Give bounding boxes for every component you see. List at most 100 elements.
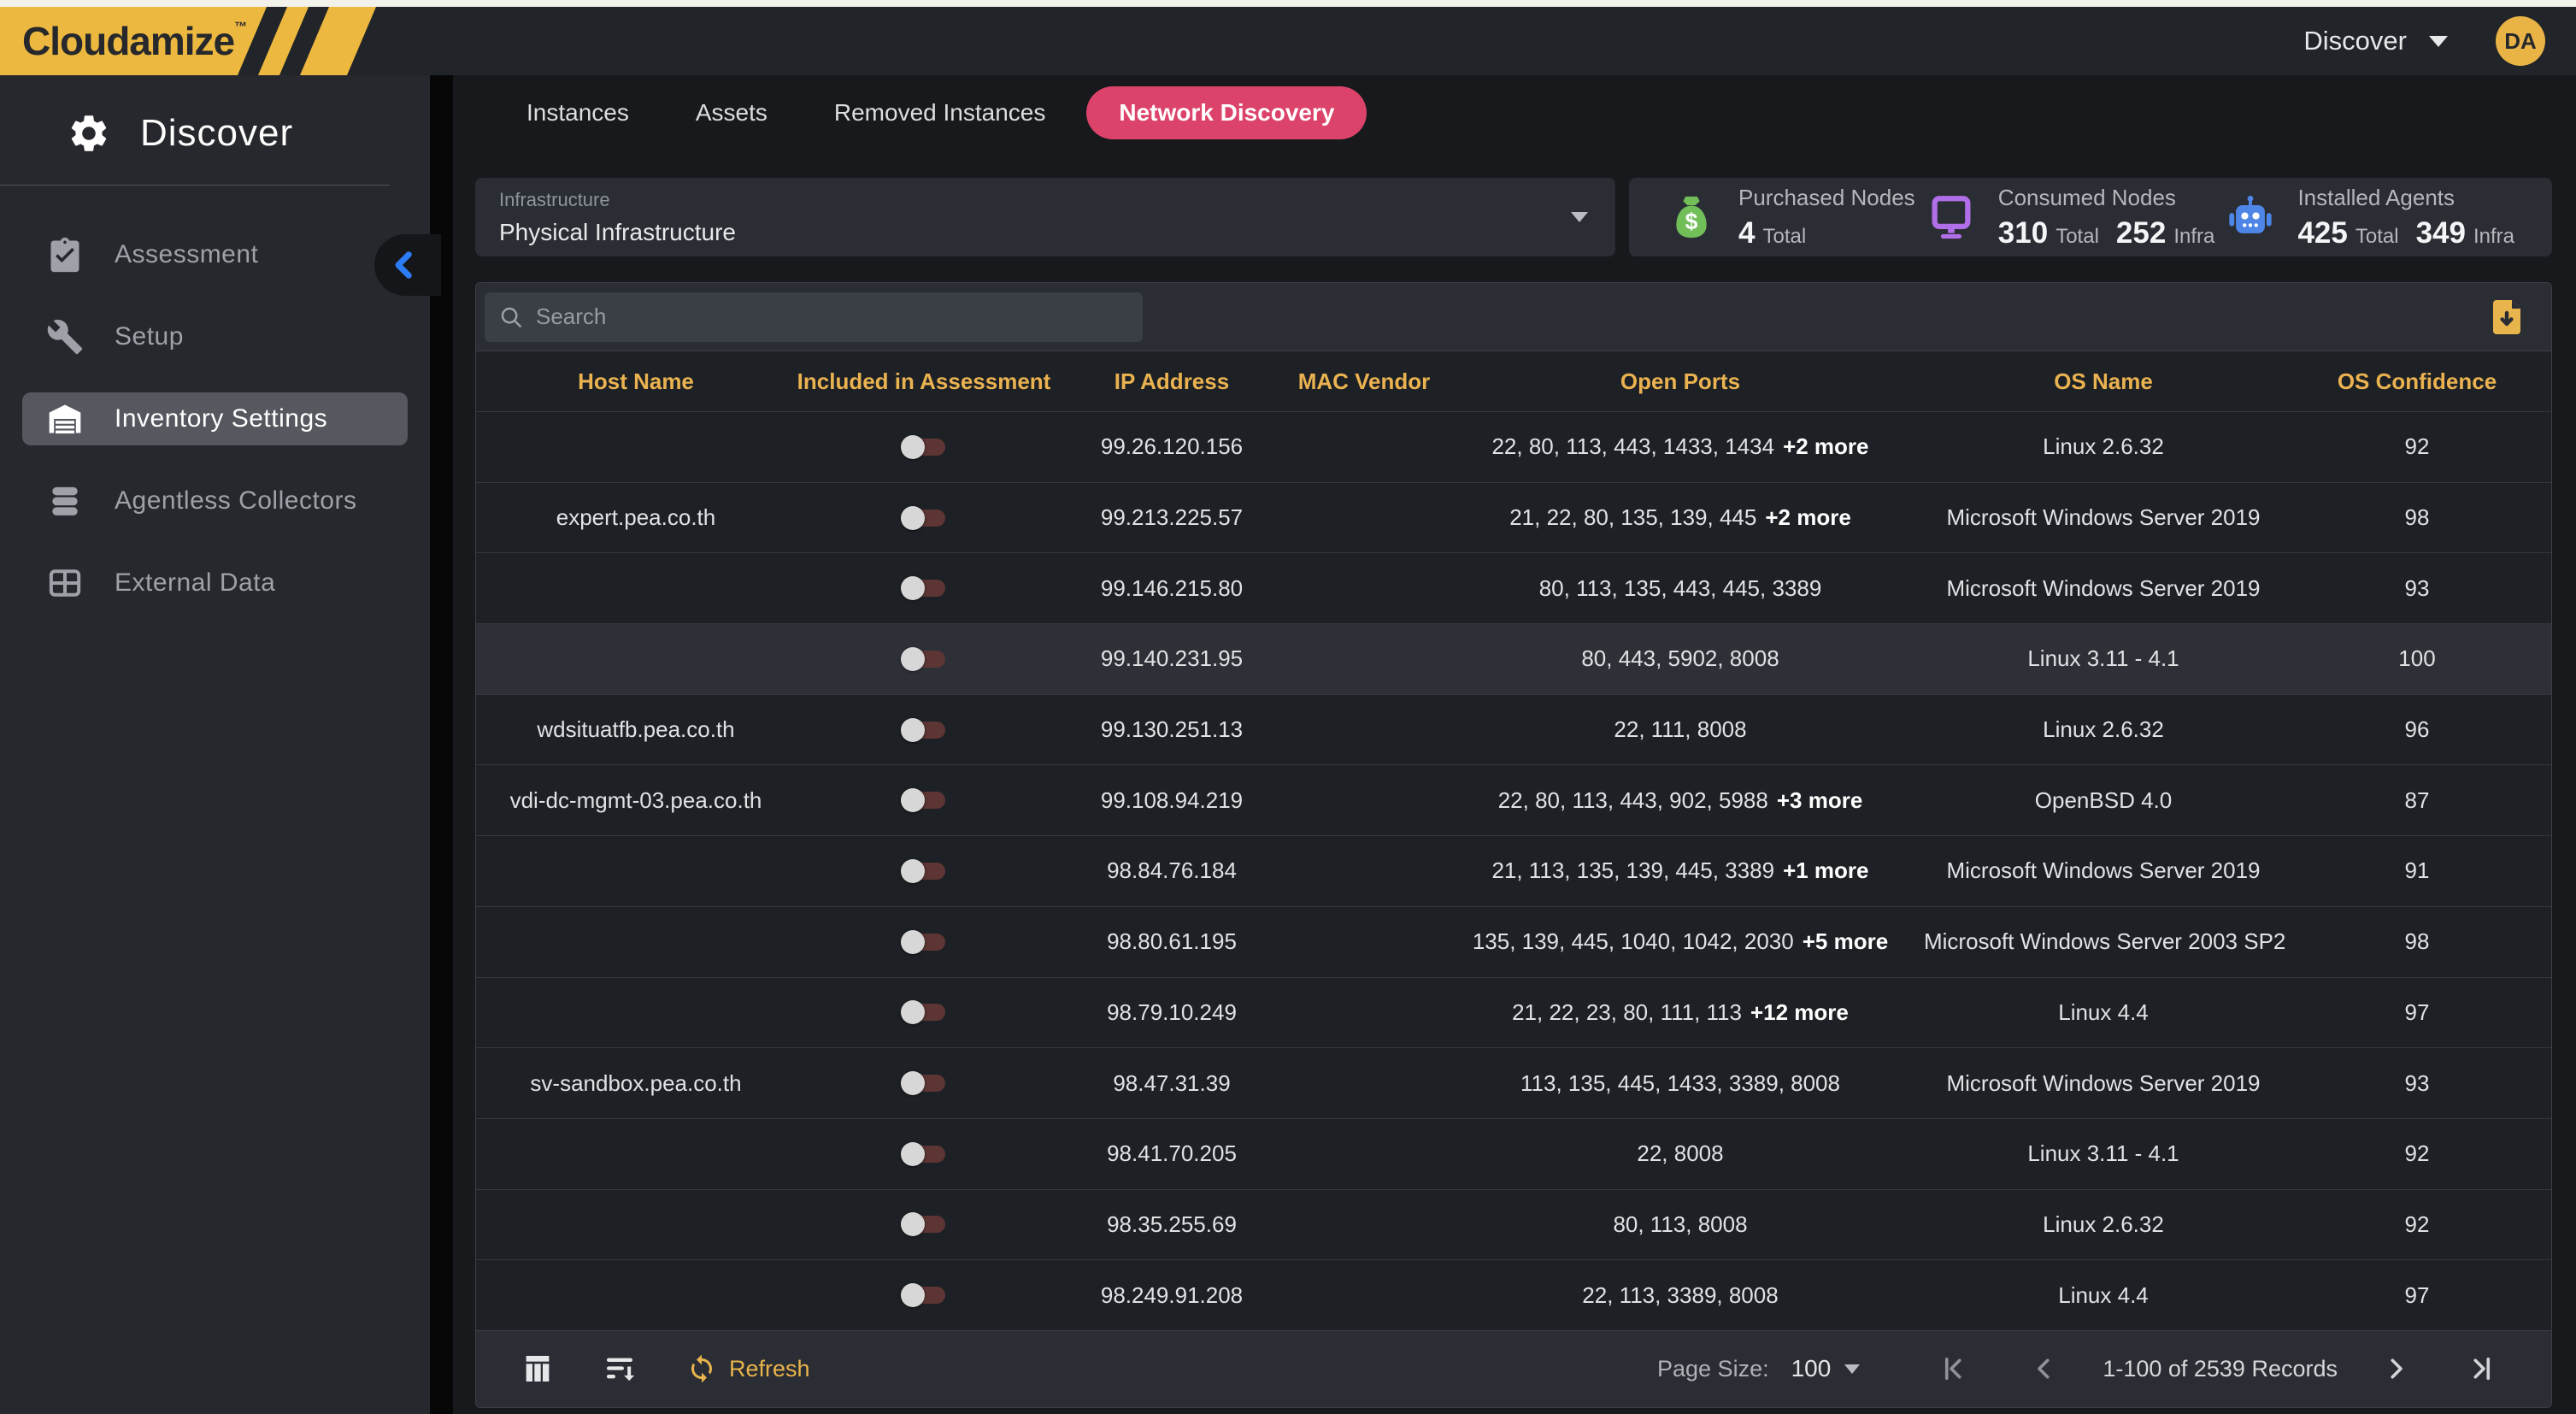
export-button[interactable]: [2486, 297, 2527, 338]
ports-list: 135, 139, 445, 1040, 1042, 2030: [1472, 928, 1794, 955]
included-toggle[interactable]: [901, 1282, 947, 1308]
infrastructure-select[interactable]: Infrastructure Physical Infrastructure: [475, 178, 1615, 256]
table-row[interactable]: 98.41.70.205 22, 8008 Linux 3.11 - 4.1 9…: [476, 1117, 2551, 1189]
table-row[interactable]: vdi-dc-mgmt-03.pea.co.th 99.108.94.219 2…: [476, 764, 2551, 835]
table-row[interactable]: 98.84.76.184 21, 113, 135, 139, 445, 338…: [476, 835, 2551, 906]
included-toggle[interactable]: [901, 1070, 947, 1096]
page-size-select[interactable]: 100: [1791, 1355, 1861, 1382]
included-toggle[interactable]: [901, 575, 947, 601]
column-header-open-ports[interactable]: Open Ports: [1620, 368, 1741, 394]
column-header-os-name[interactable]: OS Name: [2054, 368, 2153, 394]
ip-address-cell: 98.41.70.205: [1107, 1140, 1237, 1167]
search-input[interactable]: [536, 303, 1129, 330]
ports-list: 21, 22, 23, 80, 111, 113: [1512, 999, 1742, 1025]
tab-bar: Instances Assets Removed Instances Netwo…: [453, 85, 2576, 140]
more-ports-badge: +5 more: [1802, 928, 1889, 955]
table-row[interactable]: wdsituatfb.pea.co.th 99.130.251.13 22, 1…: [476, 693, 2551, 765]
previous-page-button[interactable]: [2029, 1353, 2060, 1384]
sidebar-item-setup[interactable]: Setup: [22, 310, 408, 363]
stat-purchased-nodes: $ Purchased Nodes 4 Total: [1667, 185, 1915, 250]
avatar[interactable]: DA: [2496, 16, 2545, 66]
stat-values: 425 Total 349 Infra: [2297, 216, 2514, 250]
included-toggle[interactable]: [901, 717, 947, 743]
stat-label: Consumed Nodes: [1997, 184, 2176, 210]
table-row[interactable]: expert.pea.co.th 99.213.225.57 21, 22, 8…: [476, 481, 2551, 553]
table-row[interactable]: 99.140.231.95 80, 443, 5902, 8008 Linux …: [476, 623, 2551, 694]
os-confidence-cell: 98: [2404, 928, 2430, 955]
more-ports-badge: +3 more: [1776, 787, 1863, 813]
cloudamize-logo[interactable]: Cloudamize™: [0, 7, 376, 75]
next-page-button[interactable]: [2380, 1353, 2411, 1384]
sidebar-item-agentless-collectors[interactable]: Agentless Collectors: [22, 474, 408, 527]
table-row[interactable]: 98.249.91.208 22, 113, 3389, 8008 Linux …: [476, 1259, 2551, 1330]
stat-infra: 349: [2415, 215, 2466, 250]
table-row[interactable]: 99.26.120.156 22, 80, 113, 443, 1433, 14…: [476, 411, 2551, 482]
first-page-icon: [1945, 1358, 1961, 1381]
table-row[interactable]: 98.79.10.249 21, 22, 23, 80, 111, 113 +12…: [476, 976, 2551, 1048]
column-settings-button[interactable]: [520, 1352, 555, 1386]
tab[interactable]: Assets: [695, 99, 768, 126]
os-name-cell: Linux 2.6.32: [2043, 716, 2164, 743]
tab[interactable]: Network Discovery: [1086, 86, 1367, 139]
column-header-included-in-assessment[interactable]: Included in Assessment: [797, 368, 1051, 394]
ports-list: 80, 443, 5902, 8008: [1581, 645, 1779, 672]
last-page-button[interactable]: [2466, 1353, 2497, 1384]
more-ports-badge: +1 more: [1783, 857, 1869, 884]
os-name-cell: Linux 3.11 - 4.1: [2027, 1140, 2179, 1167]
toggle-knob: [901, 858, 925, 883]
network-discovery-table: Host Name Included in Assessment IP Addr…: [475, 282, 2552, 1408]
table-row[interactable]: 99.146.215.80 80, 113, 135, 443, 445, 33…: [476, 552, 2551, 623]
monitor-icon: [1926, 192, 1976, 242]
sidebar-item-label: Assessment: [115, 240, 259, 268]
table-toolbar: [476, 283, 2551, 351]
sidebar-item-inventory-settings[interactable]: Inventory Settings: [22, 392, 408, 445]
ports-list: 113, 135, 445, 1433, 3389, 8008: [1520, 1069, 1840, 1096]
first-page-button[interactable]: [1938, 1353, 1969, 1384]
refresh-button[interactable]: Refresh: [686, 1353, 810, 1384]
stat-label: Installed Agents: [2297, 184, 2455, 210]
os-name-cell: Linux 2.6.32: [2043, 433, 2164, 460]
table-body: 99.26.120.156 22, 80, 113, 443, 1433, 14…: [476, 411, 2551, 1330]
included-toggle[interactable]: [901, 434, 947, 460]
included-toggle[interactable]: [901, 929, 947, 955]
included-toggle[interactable]: [901, 1141, 947, 1167]
toggle-knob: [901, 646, 925, 671]
sidebar-item-assessment[interactable]: Assessment: [22, 228, 408, 281]
included-toggle[interactable]: [901, 1211, 947, 1237]
included-cell: [796, 1070, 1052, 1096]
column-header-os-confidence[interactable]: OS Confidence: [2337, 368, 2497, 394]
stat-total: 310: [1997, 215, 2049, 250]
column-header-host-name[interactable]: Host Name: [578, 368, 694, 394]
search-box: [485, 292, 1143, 342]
table-row[interactable]: sv-sandbox.pea.co.th 98.47.31.39 113, 13…: [476, 1047, 2551, 1118]
open-ports-cell: 22, 8008: [1437, 1140, 1924, 1167]
row-density-button[interactable]: [603, 1352, 637, 1386]
column-header-ip-address[interactable]: IP Address: [1114, 368, 1230, 394]
os-confidence-cell: 100: [2398, 645, 2436, 672]
svg-text:$: $: [1685, 209, 1698, 234]
table-row[interactable]: 98.35.255.69 80, 113, 8008 Linux 2.6.32 …: [476, 1188, 2551, 1260]
stats-card: $ Purchased Nodes 4 Total: [1629, 178, 2552, 256]
sidebar-header: Discover: [0, 75, 430, 156]
sidebar-item-external-data[interactable]: External Data: [22, 557, 408, 610]
included-toggle[interactable]: [901, 787, 947, 813]
tab[interactable]: Instances: [526, 99, 629, 126]
sidebar-collapse-button[interactable]: [374, 234, 441, 296]
column-header-mac-vendor[interactable]: MAC Vendor: [1297, 368, 1431, 394]
included-toggle[interactable]: [901, 999, 947, 1025]
page-size-label: Page Size:: [1657, 1355, 1769, 1382]
open-ports-cell: 21, 113, 135, 139, 445, 3389 +1 more: [1437, 857, 1924, 884]
ports-list: 80, 113, 8008: [1613, 1211, 1748, 1237]
stat-total: 425: [2297, 215, 2348, 250]
included-toggle[interactable]: [901, 858, 947, 884]
included-toggle[interactable]: [901, 646, 947, 672]
stat-total: 4: [1738, 215, 1756, 250]
included-toggle[interactable]: [901, 505, 947, 531]
last-page-icon: [2473, 1358, 2491, 1381]
os-name-cell: Linux 3.11 - 4.1: [2027, 645, 2179, 672]
app-switcher-menu[interactable]: Discover: [2303, 26, 2448, 56]
os-name-cell: Linux 4.4: [2058, 1281, 2149, 1308]
sidebar-item-label: Inventory Settings: [115, 404, 328, 433]
table-row[interactable]: 98.80.61.195 135, 139, 445, 1040, 1042, …: [476, 905, 2551, 977]
tab[interactable]: Removed Instances: [833, 99, 1046, 126]
